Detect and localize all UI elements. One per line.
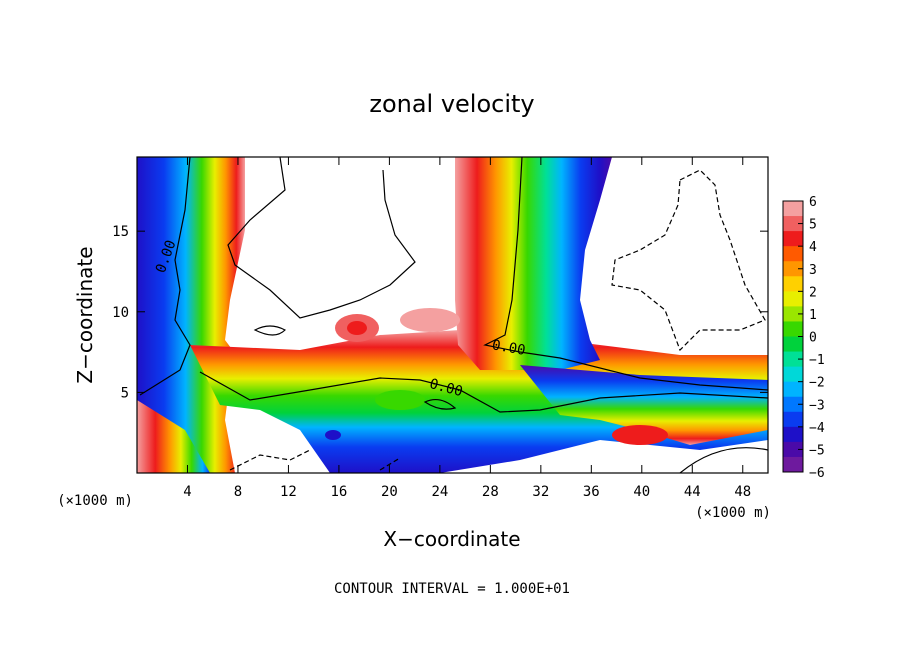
colorbar-swatch (783, 306, 803, 322)
colorbar-swatch (783, 336, 803, 353)
y-axis-label: Z−coordinate (73, 246, 97, 383)
contour-interval-note: CONTOUR INTERVAL = 1.000E+01 (334, 581, 570, 597)
colorbar-tick-label: 6 (809, 195, 817, 210)
colorbar-swatch (783, 201, 803, 217)
colorbar-swatch (783, 351, 803, 368)
colorbar-tick-label: −1 (809, 353, 825, 368)
x-tick-label: 44 (684, 484, 701, 500)
colorbar-tick-label: −4 (809, 421, 825, 436)
colorbar-swatch (783, 396, 803, 413)
x-tick-label: 36 (583, 484, 600, 500)
colorbar-swatch (783, 426, 803, 443)
colorbar-swatch (783, 456, 803, 473)
blue-blob (325, 430, 341, 440)
colorbar-swatch (783, 216, 803, 232)
colorbar-tick-label: −3 (809, 398, 825, 413)
colorbar-tick-label: 2 (809, 285, 817, 300)
x-tick-label: 24 (431, 484, 448, 500)
zero-contour-mid (199, 371, 768, 413)
zero-contour-plume (483, 157, 768, 391)
x-tick-label: 4 (183, 484, 191, 500)
colorbar-swatch (783, 366, 803, 383)
colorbar-tick-label: 5 (809, 218, 817, 233)
colorbar-swatch (783, 381, 803, 398)
plot-frame (136, 156, 769, 474)
y-tick-label: 10 (112, 305, 129, 321)
colorbar-tick-label: 3 (809, 263, 817, 278)
colorbar-swatch (783, 246, 803, 262)
contour-lines (139, 157, 768, 473)
x-tick-label: 28 (482, 484, 499, 500)
colorbar-swatch (783, 261, 803, 277)
x-tick-label: 40 (633, 484, 650, 500)
zero-contour-left (139, 157, 191, 396)
small-contour-loop (253, 325, 286, 336)
colorbar-swatch (783, 276, 803, 292)
x-tick-label: 12 (280, 484, 297, 500)
green-patch (375, 390, 425, 410)
dashed-contour-right (611, 169, 766, 352)
x-tick-label: 48 (734, 484, 751, 500)
lower-contour (679, 447, 768, 473)
contour-label-2: 0.00 (491, 337, 527, 359)
x-tick-label: 8 (234, 484, 242, 500)
colorbar: 6 5 4 3 2 1 0 −1 −2 −3 −4 −5 −6 (782, 195, 825, 481)
colorbar-tick-label: 4 (809, 240, 817, 255)
colorbar-swatch (783, 231, 803, 247)
x-tick-label: 16 (330, 484, 347, 500)
red-lobe (612, 425, 668, 445)
central-plume (455, 157, 612, 370)
y-tick-label: 5 (121, 385, 129, 401)
pink-patch (400, 308, 460, 332)
x-tick-label: 20 (381, 484, 398, 500)
chart-title: zonal velocity (369, 90, 534, 118)
colorbar-tick-label: 1 (809, 308, 817, 323)
positive-contour-loop (227, 157, 416, 319)
x-axis: 4 8 12 16 20 24 28 32 36 40 44 48 (183, 157, 751, 500)
dashed-contour-low (229, 449, 401, 471)
colorbar-tick-label: −5 (809, 443, 825, 458)
colorbar-tick-label: 0 (809, 331, 817, 346)
x-axis-label: X−coordinate (383, 527, 520, 551)
warm-blob-core (347, 321, 367, 335)
colorbar-tick-label: −6 (809, 466, 825, 481)
colorbar-swatch (783, 411, 803, 428)
velocity-field: 0.00 0.00 0.00 (137, 157, 768, 473)
colorbar-tick-label: −2 (809, 376, 825, 391)
x-tick-label: 32 (532, 484, 549, 500)
x-unit-label-right: (×1000 m) (695, 505, 771, 521)
colorbar-swatch (783, 291, 803, 307)
lower-left-wedge (137, 400, 210, 473)
colorbar-swatch (783, 441, 803, 458)
small-closed-contour (423, 398, 457, 410)
x-unit-label-left: (×1000 m) (57, 493, 133, 509)
y-axis: 5 10 15 (112, 224, 768, 401)
y-tick-label: 15 (112, 224, 129, 240)
colorbar-swatch (783, 321, 803, 337)
